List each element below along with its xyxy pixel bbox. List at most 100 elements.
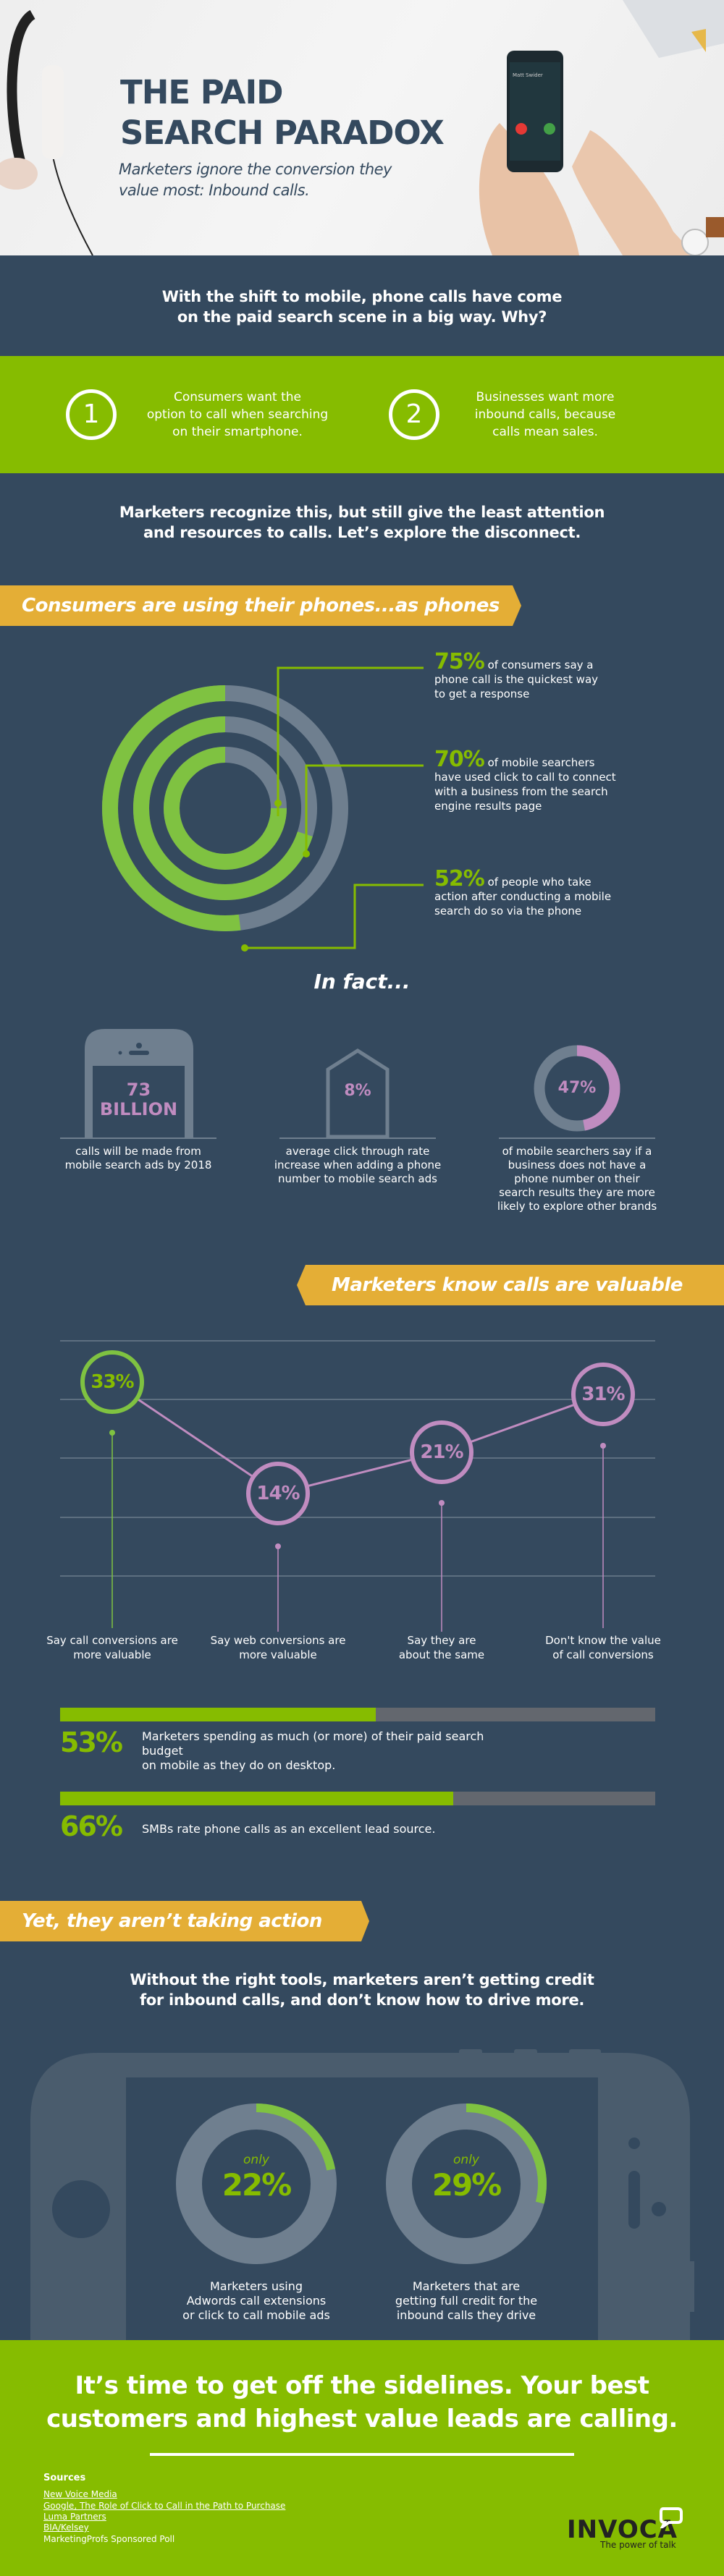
intro-heading: With the shift to mobile, phone calls ha… bbox=[0, 287, 724, 327]
disconnect-line-2: and resources to calls. Let’s explore th… bbox=[143, 524, 581, 541]
stat-73-value: 73 bbox=[126, 1080, 151, 1100]
banner-marketers bbox=[297, 1265, 724, 1305]
page-title: THE PAID SEARCH PARADOX bbox=[120, 72, 468, 153]
source-marketingprofs: MarketingProfs Sponsored Poll bbox=[43, 2534, 175, 2544]
stat-70-line-4: engine results page bbox=[434, 800, 542, 813]
stat-75-lead: of consumers say a bbox=[484, 658, 594, 671]
donut-29-caption: Marketers that are getting full credit f… bbox=[387, 2279, 546, 2323]
title-line-2: SEARCH PARADOX bbox=[120, 114, 445, 152]
hero-section: Matt Swider THE PAID SEARCH PARADOX Mark… bbox=[0, 0, 724, 255]
footer-cta-section: It’s time to get off the sidelines. Your… bbox=[0, 2340, 724, 2576]
donut-22-prefix: only bbox=[243, 2153, 269, 2167]
reason-1-text: Consumers want the option to call when s… bbox=[129, 389, 346, 441]
disconnect-line-1: Marketers recognize this, but still give… bbox=[119, 504, 605, 521]
action-line-1: Without the right tools, marketers aren’… bbox=[130, 1971, 594, 1988]
donut-47-icon bbox=[534, 1045, 620, 1132]
donut-22-line-1: Marketers using bbox=[209, 2279, 303, 2293]
in-fact-heading: In fact... bbox=[313, 970, 411, 993]
fact-2-line-1: average click through rate bbox=[285, 1145, 430, 1158]
stat-75-line-2: phone call is the quickest way bbox=[434, 673, 599, 686]
donut-29-line-2: getting full credit for the bbox=[395, 2294, 538, 2308]
bar-66-fill bbox=[60, 1792, 453, 1805]
category-label-same: Say they are about the same bbox=[398, 1634, 485, 1661]
disconnect-heading: Marketers recognize this, but still give… bbox=[0, 502, 724, 543]
action-line-2: for inbound calls, and don’t know how to… bbox=[139, 1991, 585, 2009]
fact-3-caption: of mobile searchers say if a business do… bbox=[483, 1145, 671, 1213]
fact-3-line-5: likely to explore other brands bbox=[497, 1200, 657, 1213]
fact-2-line-3: number to mobile search ads bbox=[278, 1172, 437, 1185]
speech-bubble-icon bbox=[660, 2507, 683, 2528]
fact-1-line-1: calls will be made from bbox=[75, 1145, 201, 1158]
category-label-unknown: Don't know the value of call conversions bbox=[545, 1634, 661, 1661]
cta-line-1: It’s time to get off the sidelines. Your… bbox=[75, 2371, 649, 2400]
action-heading: Without the right tools, marketers aren’… bbox=[0, 1970, 724, 2010]
reason-2-text: Businesses want more inbound calls, beca… bbox=[437, 389, 654, 441]
bar-53-text: Marketers spending as much (or more) of … bbox=[142, 1729, 518, 1773]
house-icon bbox=[326, 1048, 390, 1139]
banner-consumers bbox=[0, 585, 521, 626]
intro-line-2: on the paid search scene in a big way. W… bbox=[177, 308, 547, 326]
fact-3-line-1: of mobile searchers say if a bbox=[502, 1145, 652, 1158]
bar-66-pct: 66% bbox=[60, 1810, 123, 1842]
line-chart bbox=[60, 1340, 655, 1632]
stat-70-line-3: with a business from the search bbox=[434, 785, 608, 798]
source-link-luma-partners[interactable]: Luma Partners bbox=[43, 2512, 106, 2522]
bar-53-line-1: Marketers spending as much (or more) of … bbox=[142, 1729, 484, 1758]
landscape-phone-illustration bbox=[30, 2049, 694, 2340]
stat-52-lead: of people who take bbox=[484, 876, 592, 889]
bar-66-track bbox=[60, 1792, 655, 1805]
category-label-call: Say call conversions are more valuable bbox=[46, 1634, 178, 1661]
source-link-google[interactable]: Google, The Role of Click to Call in the… bbox=[43, 2501, 286, 2511]
divider bbox=[150, 2453, 574, 2456]
sources-heading: Sources bbox=[43, 2473, 86, 2483]
fact-3-line-2: business does not have a bbox=[508, 1158, 647, 1172]
stat-70-lead: of mobile searchers bbox=[484, 756, 595, 769]
fact-3-line-3: phone number on their bbox=[514, 1172, 640, 1185]
number-2-icon: 2 bbox=[389, 389, 439, 440]
stat-75-line-3: to get a response bbox=[434, 687, 530, 700]
reason-1-line-3: on their smartphone. bbox=[172, 425, 303, 439]
point-14-label: 14% bbox=[256, 1483, 300, 1504]
point-21-label: 21% bbox=[420, 1441, 463, 1463]
invoca-logo: INVOCA bbox=[567, 2515, 678, 2544]
reasons-band: 1 Consumers want the option to call when… bbox=[0, 356, 724, 473]
subtitle-line-1: Marketers ignore the conversion they bbox=[119, 161, 392, 178]
bar-53-line-2: on mobile as they do on desktop. bbox=[142, 1758, 336, 1772]
title-line-1: THE PAID bbox=[120, 73, 284, 111]
source-link-new-voice-media[interactable]: New Voice Media bbox=[43, 2489, 117, 2499]
banner-action-label: Yet, they aren’t taking action bbox=[22, 1910, 322, 1932]
phone-caller-name: Matt Swider bbox=[513, 72, 543, 78]
stat-73-billion: 73 BILLION bbox=[93, 1080, 185, 1119]
page-subtitle: Marketers ignore the conversion they val… bbox=[119, 159, 423, 201]
donut-29-line-1: Marketers that are bbox=[412, 2279, 521, 2293]
invoca-tagline: The power of talk bbox=[600, 2540, 676, 2550]
stat-52-pct: 52% bbox=[434, 866, 485, 891]
source-link-bia-kelsey[interactable]: BIA/Kelsey bbox=[43, 2522, 89, 2533]
cta-heading: It’s time to get off the sidelines. Your… bbox=[0, 2369, 724, 2436]
reason-2-line-3: calls mean sales. bbox=[492, 425, 598, 439]
donut-22-line-3: or click to call mobile ads bbox=[182, 2308, 330, 2322]
banner-action bbox=[0, 1901, 369, 1941]
donut-22-caption: Marketers using Adwords call extensions … bbox=[177, 2279, 336, 2323]
bar-53-pct: 53% bbox=[60, 1726, 123, 1758]
intro-line-1: With the shift to mobile, phone calls ha… bbox=[161, 288, 563, 305]
donut-29-pct: 29% bbox=[432, 2167, 502, 2203]
stat-70-pct: 70% bbox=[434, 747, 485, 772]
stat-52: 52% of people who take action after cond… bbox=[434, 868, 623, 918]
bar-66-text: SMBs rate phone calls as an excellent le… bbox=[142, 1822, 436, 1836]
smartphone-icon bbox=[85, 1029, 193, 1138]
donut-29-line-3: inbound calls they drive bbox=[396, 2308, 536, 2322]
donut-22-pct: 22% bbox=[222, 2167, 292, 2203]
stat-52-line-3: search do so via the phone bbox=[434, 904, 582, 918]
reason-1-line-2: option to call when searching bbox=[146, 407, 329, 422]
bar-53-fill bbox=[60, 1708, 376, 1721]
donut-22-line-2: Adwords call extensions bbox=[186, 2294, 327, 2308]
stat-52-line-2: action after conducting a mobile bbox=[434, 890, 612, 903]
stat-70-line-2: have used click to call to connect bbox=[434, 771, 616, 784]
fact-1-caption: calls will be made from mobile search ad… bbox=[44, 1145, 232, 1172]
reason-2-line-1: Businesses want more bbox=[476, 390, 615, 404]
cta-line-2: customers and highest value leads are ca… bbox=[46, 2405, 678, 2433]
bar-53-track bbox=[60, 1708, 655, 1721]
concentric-rings-chart bbox=[102, 666, 424, 952]
stat-70: 70% of mobile searchers have used click … bbox=[434, 749, 623, 813]
